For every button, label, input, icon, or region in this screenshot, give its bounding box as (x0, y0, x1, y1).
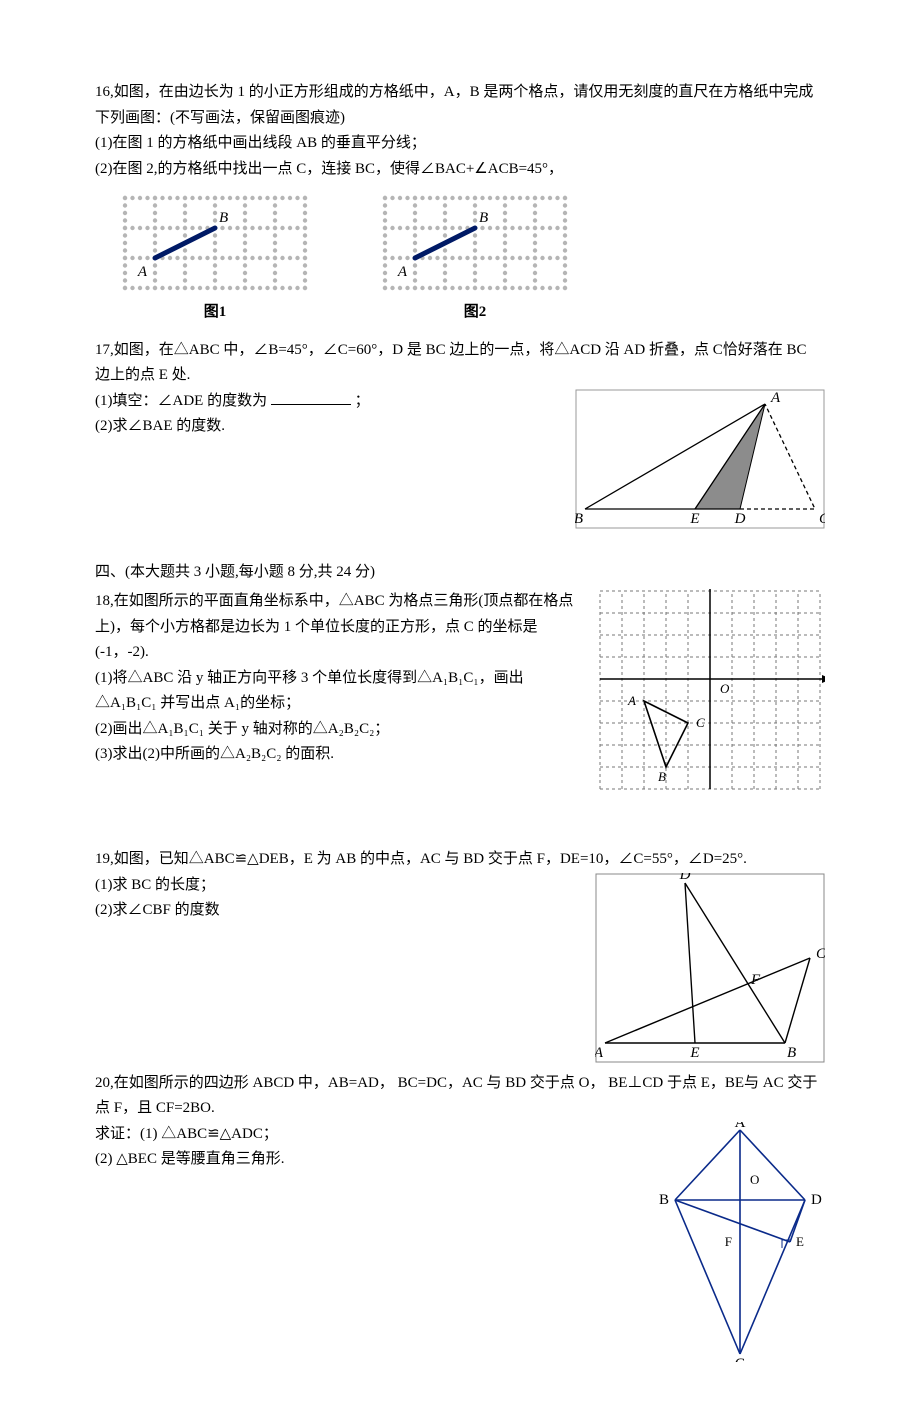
svg-text:B: B (659, 1192, 669, 1208)
svg-text:B: B (575, 511, 583, 527)
svg-text:A: A (770, 390, 781, 406)
q17-p1: (1)填空：∠ADE 的度数为 ； (95, 389, 557, 415)
svg-text:A: A (735, 1122, 746, 1131)
svg-text:B: B (219, 210, 228, 226)
svg-text:D: D (811, 1192, 822, 1208)
q19-p2: (2)求∠CBF 的度数 (95, 898, 577, 924)
q16-cap2: 图2 (375, 300, 575, 326)
q18-p1: (1)将△ABC 沿 y 轴正方向平移 3 个单位长度得到△A₁B₁C₁，画出△… (95, 666, 577, 717)
q16-fig1-block: AB 图1 (115, 188, 315, 326)
svg-text:B: B (479, 210, 488, 226)
q16-figures: AB 图1 AB 图2 (115, 188, 825, 326)
q16-fig2-block: AB 图2 (375, 188, 575, 326)
q16-p1: (1)在图 1 的方格纸中画出线段 AB 的垂直平分线； (95, 131, 825, 157)
q20-p2: (2) △BEC 是等腰直角三角形. (95, 1147, 637, 1173)
svg-text:C: C (816, 946, 825, 962)
svg-text:B: B (658, 769, 666, 784)
section4-title: 四、(本大题共 3 小题,每小题 8 分,共 24 分) (95, 560, 825, 586)
svg-text:E: E (689, 1045, 699, 1061)
q16-fig1: AB (115, 188, 315, 298)
svg-text:O: O (720, 681, 730, 696)
q16-fig2: AB (375, 188, 575, 298)
svg-text:F: F (750, 972, 761, 988)
q17: 17,如图，在△ABC 中，∠B=45°，∠C=60°，D 是 BC 边上的一点… (95, 338, 825, 530)
svg-text:A: A (137, 264, 148, 280)
svg-text:A: A (627, 693, 636, 708)
q17-p1b: ； (355, 393, 370, 409)
svg-text:A: A (397, 264, 408, 280)
q17-p1a: (1)填空：∠ADE 的度数为 (95, 393, 267, 409)
q18: 18,在如图所示的平面直角坐标系中，△ABC 为格点三角形(顶点都在格点上)，每… (95, 589, 825, 809)
q19: 19,如图，已知△ABC≌△DEB，E 为 AB 的中点，AC 与 BD 交于点… (95, 847, 825, 1063)
q19-figure: A E B C D F (595, 873, 825, 1063)
q20-stem: 20,在如图所示的四边形 ABCD 中，AB=AD， BC=DC，AC 与 BD… (95, 1071, 825, 1122)
q18-p2: (2)画出△A₁B₁C₁ 关于 y 轴对称的△A₂B₂C₂； (95, 717, 577, 743)
q17-p2: (2)求∠BAE 的度数. (95, 414, 557, 440)
q20: 20,在如图所示的四边形 ABCD 中，AB=AD， BC=DC，AC 与 BD… (95, 1071, 825, 1362)
svg-text:C: C (696, 715, 705, 730)
q18-stem: 18,在如图所示的平面直角坐标系中，△ABC 为格点三角形(顶点都在格点上)，每… (95, 589, 577, 666)
q16: 16,如图，在由边长为 1 的小正方形组成的方格纸中，A，B 是两个格点，请仅用… (95, 80, 825, 326)
svg-text:A: A (595, 1045, 604, 1061)
q18-p3: (3)求出(2)中所画的△A₂B₂C₂ 的面积. (95, 742, 577, 768)
svg-text:D: D (734, 511, 746, 527)
q18-figure: ABCOxy (595, 589, 825, 809)
svg-text:E: E (796, 1234, 804, 1249)
q20-p1: 求证：(1) △ABC≌△ADC； (95, 1122, 637, 1148)
svg-text:O: O (750, 1172, 759, 1187)
q19-p1: (1)求 BC 的长度； (95, 873, 577, 899)
q16-stem: 16,如图，在由边长为 1 的小正方形组成的方格纸中，A，B 是两个格点，请仅用… (95, 80, 825, 131)
svg-text:C: C (735, 1356, 745, 1362)
q17-stem: 17,如图，在△ABC 中，∠B=45°，∠C=60°，D 是 BC 边上的一点… (95, 338, 825, 389)
q17-figure: A B E D C (575, 389, 825, 529)
svg-text:E: E (689, 511, 699, 527)
q19-stem: 19,如图，已知△ABC≌△DEB，E 为 AB 的中点，AC 与 BD 交于点… (95, 847, 825, 873)
q17-blank (271, 389, 351, 405)
q16-cap1: 图1 (115, 300, 315, 326)
svg-text:B: B (787, 1045, 796, 1061)
q20-figure: A B D C O F E (655, 1122, 825, 1362)
svg-text:D: D (679, 873, 691, 883)
svg-text:F: F (725, 1234, 732, 1249)
q16-p2: (2)在图 2,的方格纸中找出一点 C，连接 BC，使得∠BAC+∠ACB=45… (95, 157, 825, 183)
svg-text:C: C (819, 511, 825, 527)
